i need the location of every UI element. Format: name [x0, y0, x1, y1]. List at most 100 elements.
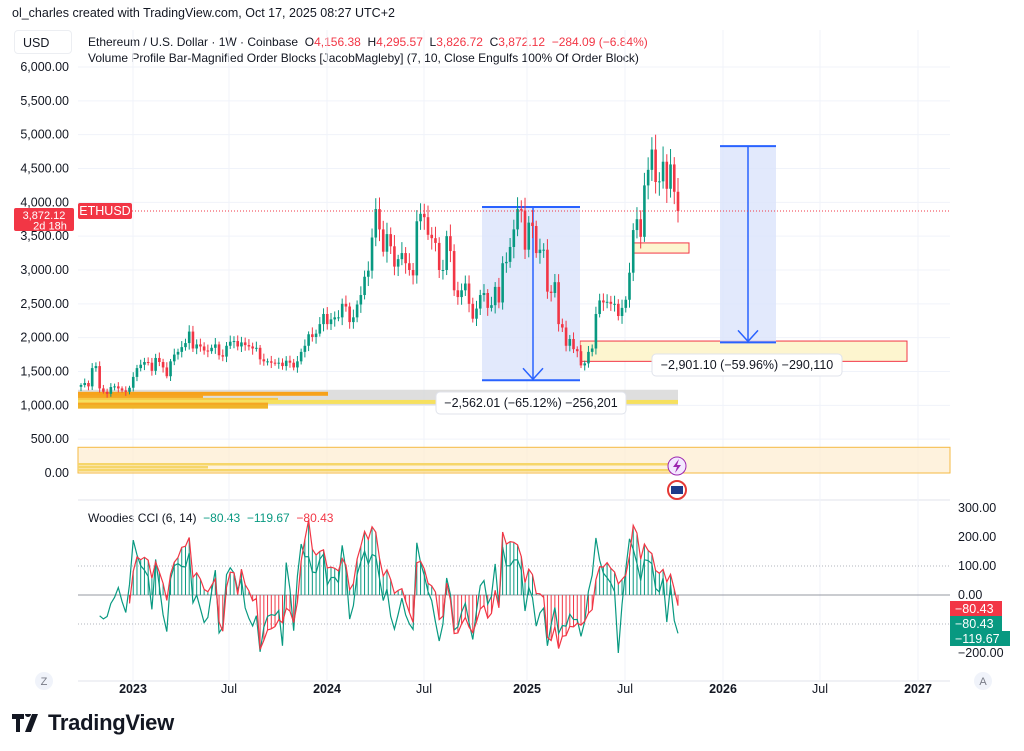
- candle-body: [225, 345, 228, 357]
- candle-body: [240, 342, 243, 347]
- price-tick-label: 3,500.00: [20, 229, 69, 243]
- candle-body: [568, 339, 572, 346]
- candle-body: [408, 263, 411, 270]
- arrow-down-icon: [737, 329, 759, 343]
- candle-body: [434, 238, 437, 243]
- candle-body: [158, 357, 161, 363]
- candle-body: [214, 344, 217, 348]
- candle-body: [467, 283, 471, 304]
- open-label: O: [304, 35, 315, 49]
- candle-body: [277, 362, 281, 364]
- candle-body: [445, 236, 448, 270]
- auto-scale-z-button[interactable]: [35, 672, 53, 690]
- candle-body: [352, 317, 355, 323]
- candle-body: [94, 366, 98, 369]
- candle-body: [355, 304, 359, 318]
- volume-profile-bar: [78, 469, 678, 472]
- time-tick-label: Jul: [416, 682, 432, 696]
- time-tick-label: 2026: [709, 682, 737, 696]
- candle-body: [299, 351, 303, 362]
- high-label: H: [367, 35, 377, 49]
- candle-body: [206, 350, 210, 352]
- price-tick-label: 0.00: [45, 466, 69, 480]
- cci-tick-label: −200.00: [958, 646, 1004, 660]
- candle-body: [531, 222, 534, 227]
- candle-body: [135, 368, 139, 377]
- candle-body: [165, 367, 169, 377]
- cci-tick-label: 200.00: [958, 530, 996, 544]
- cci-value-3: −80.43: [296, 511, 334, 525]
- candle-body: [415, 221, 419, 276]
- time-tick-label: 2024: [313, 682, 341, 696]
- candle-body: [449, 236, 452, 252]
- candle-body: [658, 181, 661, 183]
- candle-body: [79, 385, 83, 387]
- low-value: 3,826.72: [436, 35, 483, 49]
- candle-body: [131, 376, 135, 388]
- volume-profile-bar: [78, 402, 268, 407]
- time-tick-label: 2027: [904, 682, 932, 696]
- candle-body: [617, 303, 620, 317]
- chart-credit: ol_charles created with TradingView.com,…: [12, 6, 395, 20]
- candle-body: [370, 237, 374, 271]
- candle-body: [389, 234, 392, 247]
- candle-body: [273, 362, 277, 364]
- candle-body: [549, 291, 553, 293]
- candle-body: [575, 349, 579, 352]
- indicator-title[interactable]: Volume Profile Bar-Magnified Order Block…: [88, 51, 639, 65]
- candle-body: [348, 306, 351, 323]
- candle-body: [251, 346, 254, 349]
- candle-body: [374, 209, 378, 238]
- time-tick-label: Jul: [617, 682, 633, 696]
- candle-body: [546, 249, 549, 292]
- candle-body: [594, 313, 598, 349]
- candle-body: [318, 324, 322, 334]
- candle-body: [631, 230, 635, 273]
- candle-body: [232, 341, 236, 343]
- symbol-title[interactable]: Ethereum / U.S. Dollar · 1W · Coinbase: [88, 35, 299, 49]
- candle-body: [508, 246, 512, 262]
- currency-button[interactable]: USD: [14, 30, 72, 54]
- candle-body: [172, 354, 176, 362]
- candle-body: [311, 334, 314, 337]
- logo-text: TradingView: [48, 710, 174, 735]
- lightning-icon: [673, 459, 681, 473]
- candle-body: [98, 366, 101, 389]
- candle-body: [340, 303, 344, 318]
- candle-body: [161, 362, 165, 368]
- candle-body: [579, 351, 583, 366]
- time-tick-label: Jul: [812, 682, 828, 696]
- candle-body: [590, 348, 594, 352]
- candle-body: [195, 344, 198, 349]
- cci-value-tag-label: −119.67: [955, 632, 1000, 646]
- candle-body: [605, 301, 609, 303]
- candle-body: [105, 391, 109, 394]
- price-range-label: −2,562.01 (−65.12%) −256,201: [444, 396, 617, 410]
- low-label: L: [429, 35, 437, 49]
- price-tick-label: 2,500.00: [20, 297, 69, 311]
- candle-body: [269, 361, 273, 363]
- cci-value-tag-label: −80.43: [955, 602, 994, 616]
- price-tick-label: 1,500.00: [20, 364, 69, 378]
- candle-body: [221, 355, 225, 357]
- candle-body: [90, 368, 94, 387]
- cci-title[interactable]: Woodies CCI (6, 14): [88, 511, 197, 525]
- price-range-label-box: [651, 353, 843, 377]
- auto-scale-button[interactable]: [974, 672, 992, 690]
- cci-value-2: −119.67: [246, 511, 290, 525]
- candle-body: [676, 191, 680, 211]
- price-tag-countdown: 2d 18h: [33, 221, 67, 233]
- candle-body: [243, 342, 247, 346]
- candle-body: [199, 344, 202, 347]
- candle-body: [284, 360, 288, 367]
- candle-body: [650, 149, 654, 170]
- candle-body: [344, 303, 348, 307]
- candle-body: [217, 344, 221, 356]
- change-value: −284.09 (−6.84%): [551, 35, 648, 49]
- candle-body: [475, 308, 478, 319]
- candle-body: [87, 382, 90, 387]
- candle-body: [292, 362, 295, 368]
- candle-body: [396, 259, 400, 267]
- candle-body: [669, 164, 672, 189]
